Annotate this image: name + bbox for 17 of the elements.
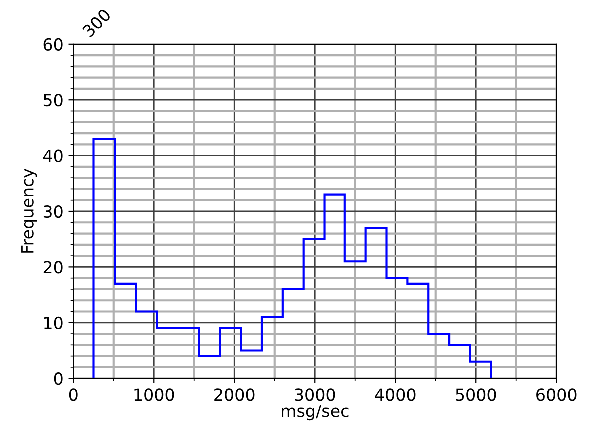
y-tick-label: 10 [44,316,63,330]
y-axis-title: Frequency [22,168,38,253]
x-axis-title: msg/sec [282,404,349,421]
x-tick-label: 2000 [214,388,255,402]
y-tick-label: 50 [44,94,63,107]
y-tick-label: 30 [44,205,63,218]
y-tick-label: 40 [44,150,63,162]
y-tick-label: 60 [44,38,63,51]
x-tick-label: 1000 [134,388,174,402]
y-tick-label: 0 [54,372,63,386]
x-tick-label: 0 [69,388,78,402]
x-tick-label: 6000 [536,388,577,402]
x-tick-label: 5000 [456,388,496,402]
x-tick-label: 3000 [295,388,336,402]
y-tick-label: 20 [44,261,63,274]
x-tick-label: 4000 [375,388,416,402]
text: 300 [82,8,112,38]
